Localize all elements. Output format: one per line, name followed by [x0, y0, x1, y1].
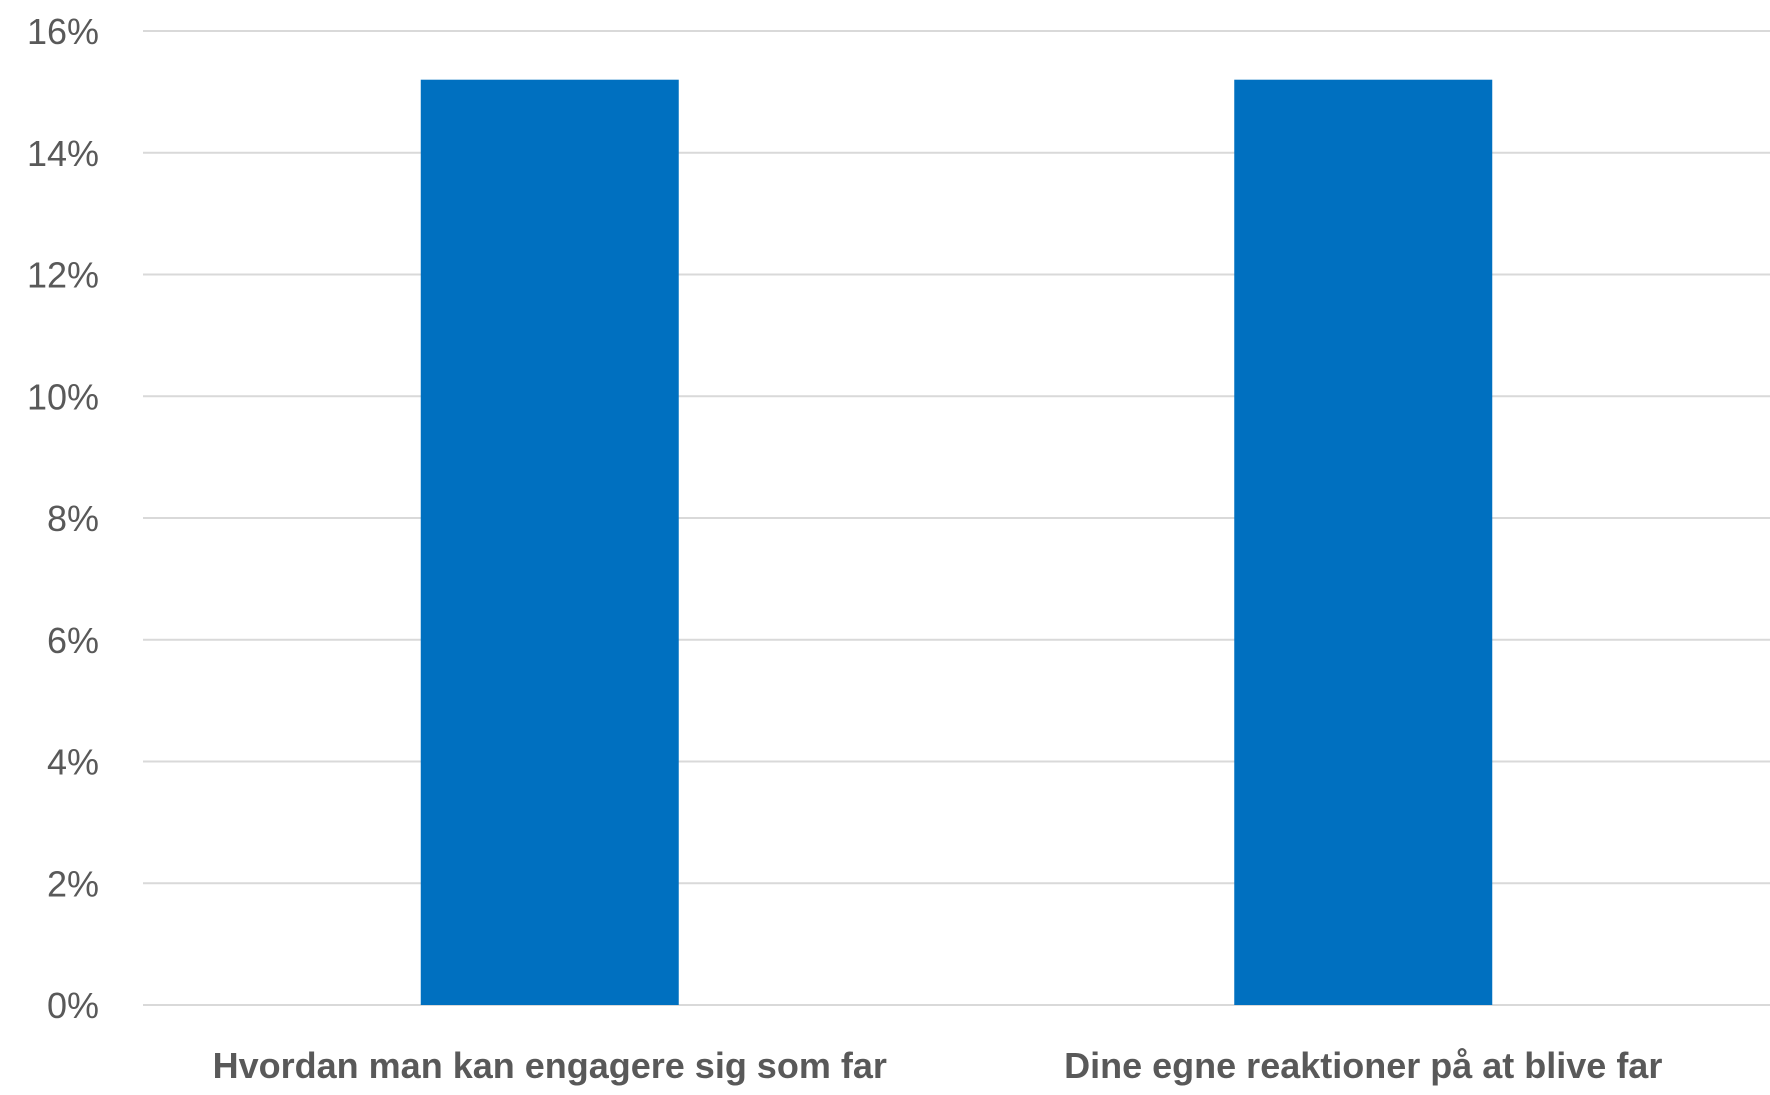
y-tick-label: 14%	[27, 133, 99, 174]
y-tick-label: 8%	[47, 498, 99, 539]
x-axis-category-labels: Hvordan man kan engagere sig som far Dine…	[213, 1045, 1663, 1086]
y-tick-label: 2%	[47, 863, 99, 904]
y-tick-label: 10%	[27, 376, 99, 417]
y-axis-tick-labels: 0% 2% 4% 6% 8% 10% 12% 14% 16%	[27, 11, 99, 1026]
y-tick-label: 0%	[47, 985, 99, 1026]
gridlines	[143, 30, 1770, 1006]
y-tick-label: 12%	[27, 255, 99, 296]
bar	[420, 79, 679, 1005]
y-tick-label: 4%	[47, 742, 99, 783]
bars	[420, 79, 1493, 1005]
bar	[1234, 79, 1493, 1005]
x-category-label: Hvordan man kan engagere sig som far	[213, 1045, 887, 1086]
x-category-label: Dine egne reaktioner på at blive far	[1064, 1045, 1662, 1086]
y-tick-label: 6%	[47, 620, 99, 661]
y-tick-label: 16%	[27, 11, 99, 52]
